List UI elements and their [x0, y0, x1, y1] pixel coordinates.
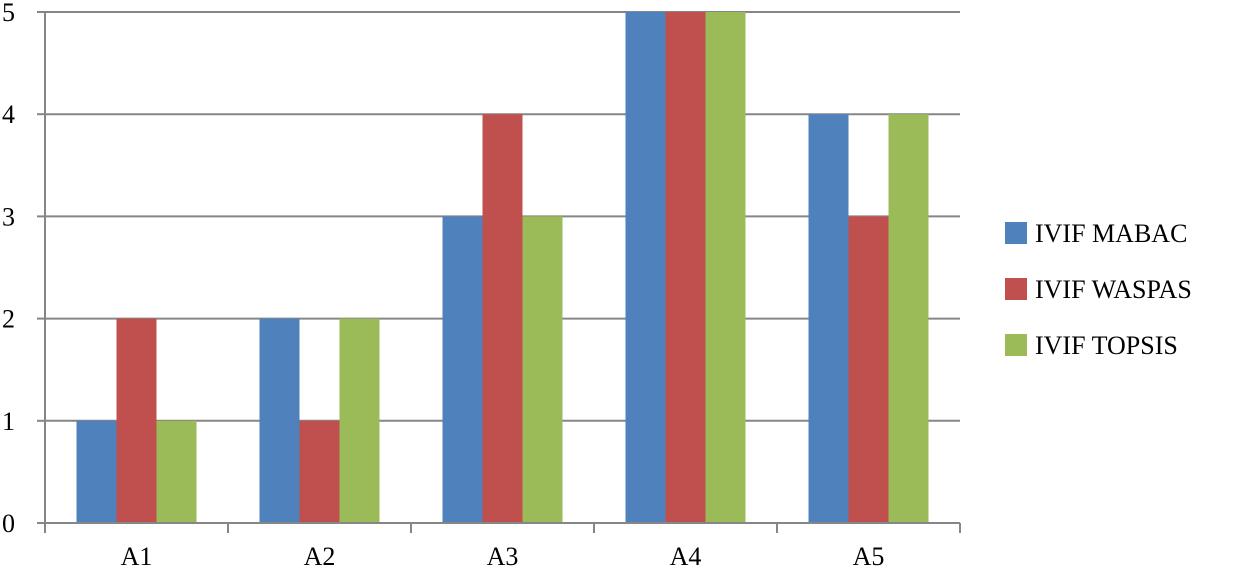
bar-a3-series-3 [522, 216, 563, 523]
y-tick-label: 4 [2, 100, 15, 129]
bar-a5-series-3 [888, 114, 929, 523]
bar-a4-series-1 [625, 12, 666, 523]
bar-a3-series-1 [442, 216, 483, 523]
bar-a2-series-2 [299, 420, 340, 523]
x-tick-labels: A1 A2 A3 A4 A5 [121, 542, 885, 571]
legend-swatch [1005, 222, 1027, 244]
x-tick-label: A4 [670, 542, 702, 571]
bar-a2-series-1 [259, 318, 300, 523]
bar-a5-series-1 [808, 114, 849, 523]
y-tick-label: 1 [2, 407, 15, 436]
y-tick-label: 0 [2, 509, 15, 538]
bar-a1-series-1 [76, 420, 117, 523]
bar-a4-series-2 [665, 12, 706, 523]
y-tick-label: 5 [2, 0, 15, 27]
legend-label: IVIF MABAC [1035, 219, 1187, 248]
legend-label: IVIF WASPAS [1035, 275, 1192, 304]
legend-label: IVIF TOPSIS [1035, 331, 1178, 360]
x-tick-label: A5 [853, 542, 885, 571]
bars [76, 12, 929, 523]
bar-a3-series-2 [482, 114, 523, 523]
x-tick-label: A1 [121, 542, 153, 571]
legend-swatch [1005, 278, 1027, 300]
y-tick-label: 3 [2, 202, 15, 231]
bar-a5-series-2 [848, 216, 889, 523]
bar-a4-series-3 [705, 12, 746, 523]
x-tick-label: A3 [487, 542, 519, 571]
axes [37, 11, 961, 533]
legend-swatch [1005, 334, 1027, 356]
x-tick-label: A2 [304, 542, 336, 571]
y-tick-label: 2 [2, 305, 15, 334]
bar-a1-series-3 [156, 420, 197, 523]
legend: IVIF MABAC IVIF WASPAS IVIF TOPSIS [1005, 219, 1192, 360]
bar-a1-series-2 [116, 318, 157, 523]
y-tick-labels: 0 1 2 3 4 5 [2, 0, 15, 538]
bar-a2-series-3 [339, 318, 380, 523]
